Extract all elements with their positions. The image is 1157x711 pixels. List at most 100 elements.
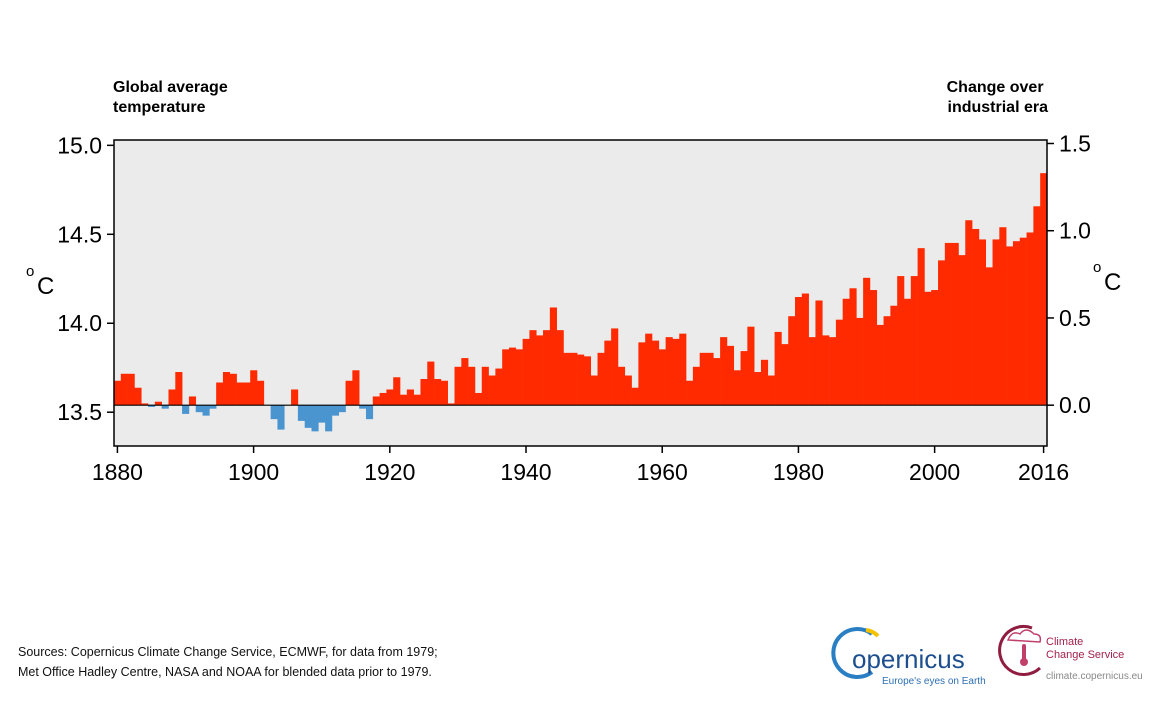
y-tick-label: 15.0 [57, 132, 102, 158]
bar [345, 380, 353, 406]
bar [216, 382, 224, 406]
bar [829, 337, 837, 406]
bar [720, 337, 728, 406]
bar [876, 324, 884, 406]
bar [508, 347, 517, 406]
bar [597, 352, 605, 406]
bar [148, 405, 156, 407]
bar [182, 405, 190, 414]
bar [590, 375, 598, 406]
bar [556, 330, 564, 406]
bar [188, 396, 197, 406]
x-tick-label: 2000 [909, 459, 960, 485]
bar [808, 337, 816, 406]
bar [372, 396, 380, 406]
c3s-thermometer [1022, 644, 1026, 660]
bar [917, 248, 925, 406]
bar [195, 405, 203, 413]
copernicus-name: opernicus [852, 644, 965, 674]
bar [903, 298, 912, 406]
bar [699, 352, 707, 406]
bar [522, 338, 530, 406]
y2-tick-label: 0.0 [1059, 392, 1091, 418]
bar [951, 242, 959, 406]
y-title-line: Global average [113, 79, 228, 96]
bar [863, 277, 871, 406]
x-tick-label: 1940 [500, 459, 551, 485]
bar [515, 349, 523, 406]
bar [978, 239, 987, 406]
bar [795, 297, 803, 406]
bar [400, 394, 408, 406]
bar [549, 307, 557, 406]
bar [365, 405, 374, 420]
bar [427, 361, 435, 406]
bar [536, 335, 544, 406]
plot-frame [113, 139, 1048, 447]
sources-line: Met Office Hadley Centre, NASA and NOAA … [18, 665, 432, 679]
bar [706, 352, 714, 406]
c3s-line: Change Service [1046, 649, 1124, 661]
bar [774, 331, 782, 406]
bar [938, 260, 946, 406]
bar [311, 405, 319, 432]
bar [297, 405, 305, 421]
bar [468, 366, 476, 406]
bar [883, 316, 891, 406]
y2-tick-label: 0.5 [1059, 305, 1091, 331]
bar [379, 392, 387, 406]
bar [461, 358, 469, 406]
y-unit: C [37, 273, 54, 300]
bar [686, 380, 694, 406]
bar [1026, 232, 1034, 406]
y2-unit-mark: o [1093, 259, 1101, 276]
bar [658, 349, 666, 406]
y-title-line: temperature [113, 99, 206, 116]
y-title: Global average temperature [113, 79, 232, 116]
c3s-thermometer-bulb [1020, 658, 1028, 666]
bar [141, 403, 149, 406]
y-tick-label: 14.0 [57, 310, 102, 336]
bar [931, 290, 939, 406]
bar [161, 405, 169, 409]
bar [488, 375, 496, 406]
x-tick-label: 1980 [773, 459, 824, 485]
bar [257, 380, 265, 406]
bar [645, 333, 653, 406]
bar [849, 288, 857, 406]
c3s-url: climate.copernicus.eu [1046, 671, 1143, 682]
bar [277, 405, 285, 430]
bar [175, 372, 183, 406]
bar [788, 316, 796, 406]
bar [359, 405, 367, 409]
bar [127, 373, 135, 406]
bar [760, 359, 769, 406]
bar [652, 340, 660, 406]
bar [583, 356, 592, 406]
bar [570, 352, 578, 406]
y2-tick-label: 1.5 [1059, 130, 1091, 156]
bar [291, 389, 299, 406]
bar [624, 375, 632, 406]
bar [958, 255, 966, 406]
bar [604, 340, 612, 406]
y2-tick-label: 1.0 [1059, 218, 1091, 244]
x-tick-label: 1960 [637, 459, 688, 485]
bar [454, 366, 462, 406]
bar [767, 375, 775, 406]
bar [440, 380, 449, 406]
bar [726, 345, 735, 406]
bar [842, 298, 850, 406]
bar [1040, 173, 1048, 406]
bar [447, 403, 455, 406]
bar [965, 220, 973, 406]
bar [386, 389, 394, 406]
bar [168, 389, 176, 406]
bar [672, 338, 680, 406]
bar [236, 382, 244, 406]
bar [890, 305, 898, 406]
bar [325, 405, 333, 432]
bar [434, 379, 442, 406]
